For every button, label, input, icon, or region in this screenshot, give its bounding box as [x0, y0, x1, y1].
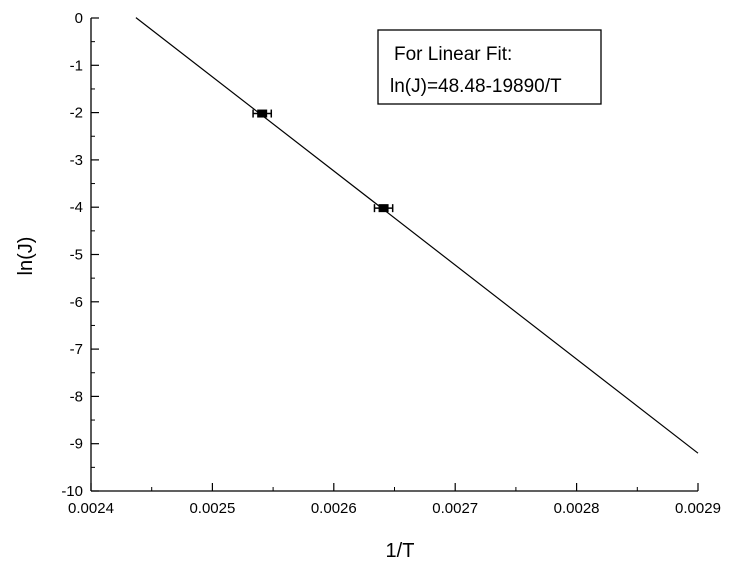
y-tick-label: -1	[70, 57, 83, 74]
y-tick-label: -4	[70, 199, 83, 216]
y-axis-title: ln(J)	[15, 237, 37, 276]
x-tick-label: 0.0028	[554, 500, 600, 517]
x-ticks: 0.0024 0.0025 0.0026 0.0027 0.0028 0.0029	[68, 483, 721, 517]
y-tick-label: -10	[61, 483, 83, 500]
legend-box: For Linear Fit: ln(J)=48.48-19890/T	[377, 29, 602, 105]
x-tick-label: 0.0029	[675, 500, 721, 517]
data-point	[378, 204, 389, 213]
y-tick-label: -2	[70, 105, 83, 122]
y-tick-label: -8	[70, 388, 83, 405]
y-tick-label: -5	[70, 247, 83, 264]
legend-equation: ln(J)=48.48-19890/T	[390, 76, 562, 97]
x-tick-label: 0.0024	[68, 500, 114, 517]
legend-title: For Linear Fit:	[394, 44, 512, 65]
y-tick-label: -6	[70, 294, 83, 311]
y-tick-label: -7	[70, 341, 83, 358]
x-tick-label: 0.0025	[189, 500, 235, 517]
y-tick-label: -9	[70, 436, 83, 453]
y-tick-label: -3	[70, 152, 83, 169]
x-axis-title: 1/T	[386, 540, 415, 562]
linear-fit-line	[135, 17, 699, 454]
x-tick-label: 0.0027	[432, 500, 478, 517]
y-ticks: 0 -1 -2 -3 -4 -5 -6 -7 -8 -9 -10	[61, 10, 99, 500]
data-point	[257, 109, 268, 118]
legend-frame	[377, 29, 602, 105]
data-points	[252, 109, 394, 213]
y-tick-label: 0	[75, 10, 83, 27]
x-tick-label: 0.0026	[311, 500, 357, 517]
